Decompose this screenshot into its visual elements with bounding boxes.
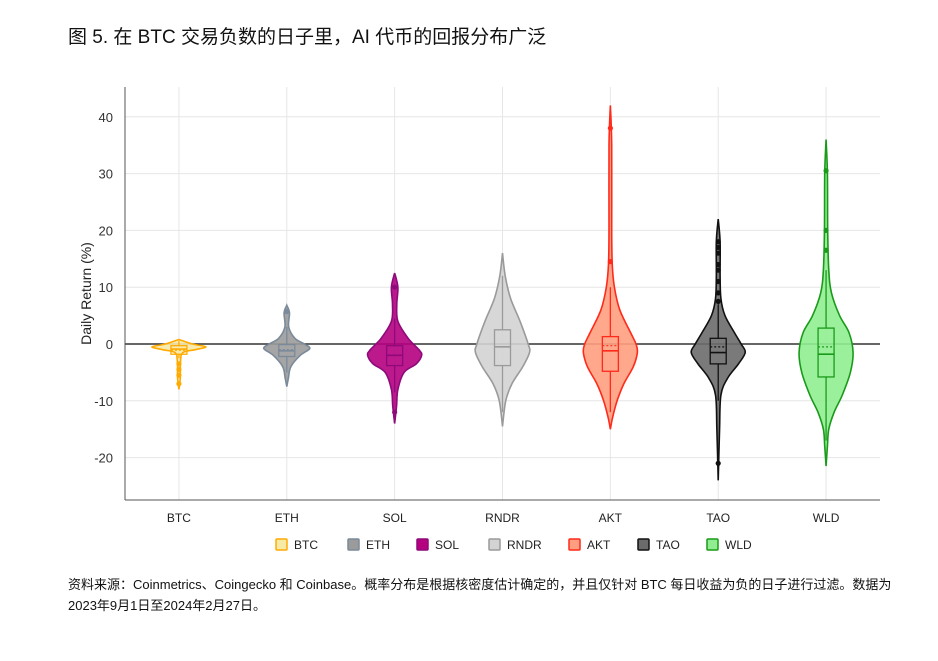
x-tick-label: SOL (383, 511, 407, 525)
violin-shape (474, 253, 531, 427)
violin-shape (262, 303, 311, 387)
legend-label: SOL (435, 538, 459, 552)
outlier-point (823, 168, 829, 174)
outlier-point (392, 284, 398, 290)
outlier-point (392, 409, 398, 415)
legend-label: RNDR (507, 538, 542, 552)
legend-swatch-akt (568, 538, 581, 551)
source-footnote: 资料来源：Coinmetrics、Coingecko 和 Coinbase。概率… (68, 577, 892, 613)
violin-akt (582, 105, 639, 430)
outlier-point (284, 309, 290, 315)
outlier-point (607, 125, 613, 131)
outlier-point (715, 460, 721, 466)
x-tick-label: ETH (275, 511, 299, 525)
y-tick-label: 30 (99, 167, 113, 182)
outlier-point (715, 239, 721, 245)
legend-swatch-eth (347, 538, 360, 551)
violin-wld (798, 139, 854, 467)
x-tick-label: WLD (813, 511, 840, 525)
outlier-point (715, 278, 721, 285)
violin-sol (366, 272, 423, 424)
violin-tao (690, 218, 747, 481)
violins (151, 105, 854, 481)
y-tick-label: -10 (94, 394, 113, 409)
violin-eth (262, 303, 311, 387)
y-tick-label: -20 (94, 451, 113, 466)
legend-label: AKT (587, 538, 611, 552)
x-tick-label: AKT (599, 511, 623, 525)
legend-label: TAO (656, 538, 680, 552)
outlier-point (715, 267, 721, 273)
axes: -20 -10 0 10 20 30 40 BTC ETH SOL RNDR AKT TAO WLD Dai… (78, 87, 880, 525)
outlier-point (715, 298, 721, 304)
legend: BTC ETH SOL RNDR AKT TAO WLD (275, 538, 752, 552)
y-axis-label: Daily Return (%) (78, 242, 94, 345)
legend-label: BTC (294, 538, 318, 552)
violin-shape (366, 272, 423, 424)
outlier-point (176, 372, 182, 378)
outlier-point (176, 381, 182, 387)
outlier-point (823, 247, 829, 253)
outlier-point (176, 366, 182, 373)
x-tick-label: TAO (706, 511, 730, 525)
outlier-point (715, 250, 721, 256)
legend-label: WLD (725, 538, 752, 552)
x-tick-label: BTC (167, 511, 191, 525)
violin-shape (582, 105, 639, 430)
box-iqr (817, 327, 835, 378)
legend-swatch-wld (706, 538, 719, 551)
outlier-point (715, 244, 721, 251)
box-iqr (493, 329, 512, 367)
figure-title: 图 5. 在 BTC 交易负数的日子里，AI 代币的回报分布广泛 (68, 27, 547, 48)
legend-swatch-tao (637, 538, 650, 551)
legend-swatch-rndr (488, 538, 501, 551)
y-tick-label: 10 (99, 280, 113, 295)
legend-label: ETH (366, 538, 390, 552)
y-tick-label: 40 (99, 110, 113, 125)
violin-shape (690, 218, 747, 481)
outlier-point (176, 361, 182, 367)
violin-btc (151, 338, 207, 390)
x-tick-label: RNDR (485, 511, 520, 525)
y-tick-label: 0 (106, 337, 113, 352)
violin-rndr (474, 253, 531, 427)
outlier-point (823, 227, 829, 233)
outlier-point (715, 290, 721, 296)
outlier-point (607, 259, 613, 265)
outlier-point (715, 261, 721, 268)
box-iqr (709, 337, 727, 365)
legend-swatch-btc (275, 538, 288, 551)
legend-swatch-sol (416, 538, 429, 551)
box-iqr (601, 335, 620, 372)
y-tick-label: 20 (99, 223, 113, 238)
